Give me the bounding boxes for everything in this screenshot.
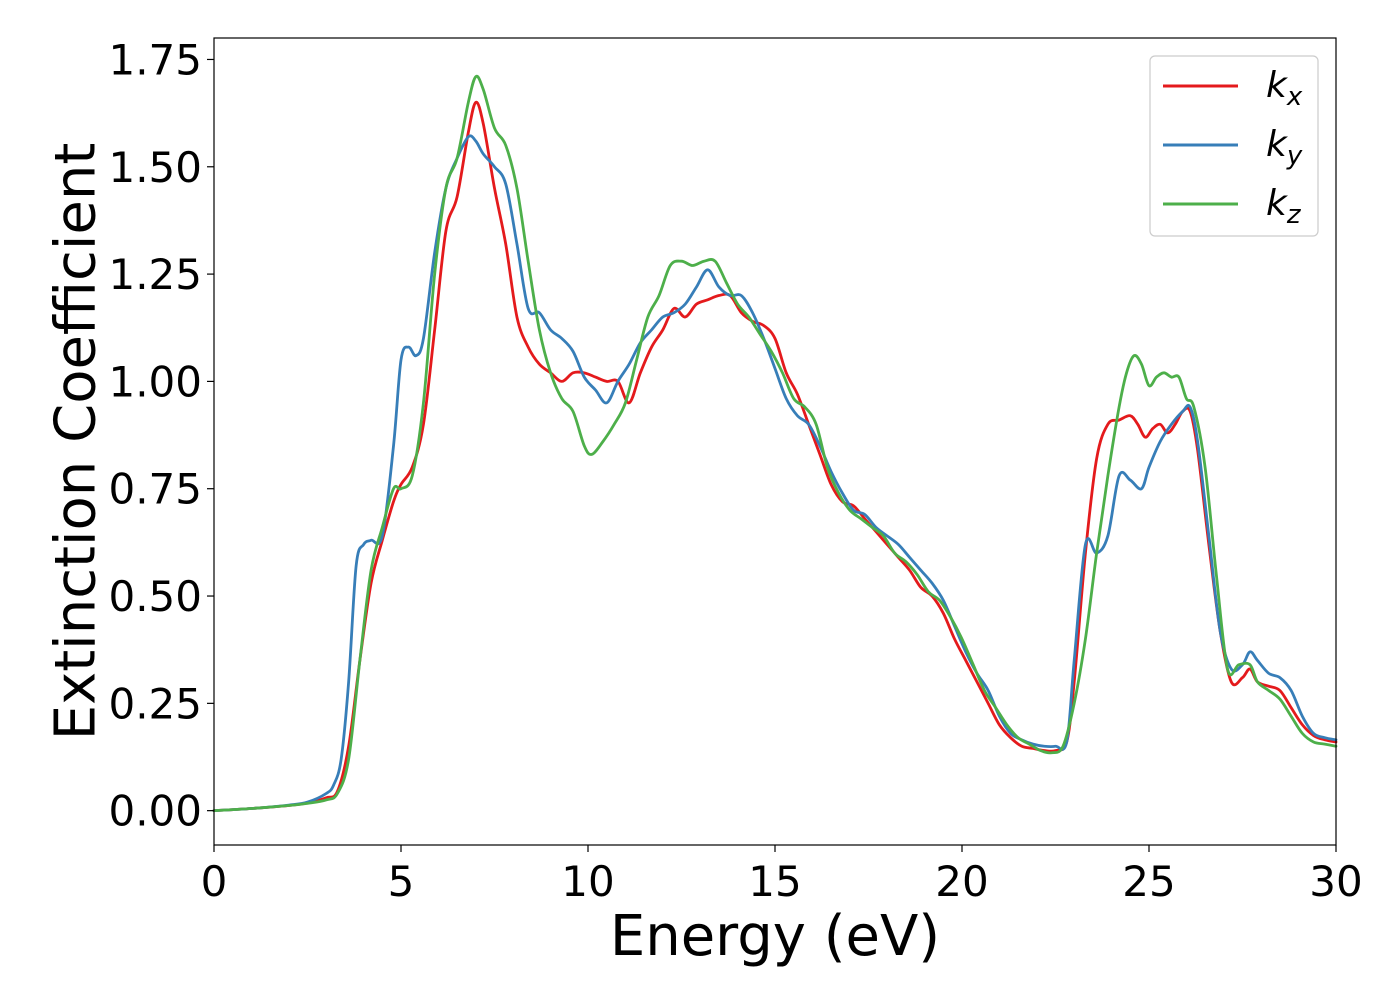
legend-label-kz: kz [1266,183,1302,230]
x-tick-label: 10 [561,857,614,906]
y-tick-label: 1.75 [108,35,202,84]
y-tick-label: 1.00 [108,357,202,406]
series-line-kz [212,74,1338,813]
y-tick-label: 0.25 [108,679,202,728]
x-tick-label: 0 [201,857,228,906]
y-tick-label: 1.25 [108,250,202,299]
x-axis-label: Energy (eV) [610,904,940,969]
x-tick-label: 15 [748,857,801,906]
x-tick-label: 25 [1122,857,1175,906]
x-tick-label: 20 [935,857,988,906]
x-axis-ticks: 0 5 10 15 20 25 30 [201,845,1363,906]
y-tick-label: 0.75 [108,465,202,514]
legend-label-kx: kx [1266,65,1303,112]
legend-label-ky: ky [1266,124,1303,171]
series-line-kx [212,100,1338,813]
series-line-ky [212,134,1338,813]
legend: kx ky kz [1149,55,1319,237]
x-tick-label: 30 [1309,857,1362,906]
y-axis-ticks: 0.00 0.25 0.50 0.75 1.00 1.25 1.50 1.75 [108,35,214,836]
y-axis-label: Extinction Coefficient [44,143,109,741]
y-tick-label: 0.50 [108,572,202,621]
plot-series-group [212,74,1338,813]
y-tick-label: 1.50 [108,143,202,192]
x-tick-label: 5 [388,857,415,906]
y-tick-label: 0.00 [108,787,202,836]
